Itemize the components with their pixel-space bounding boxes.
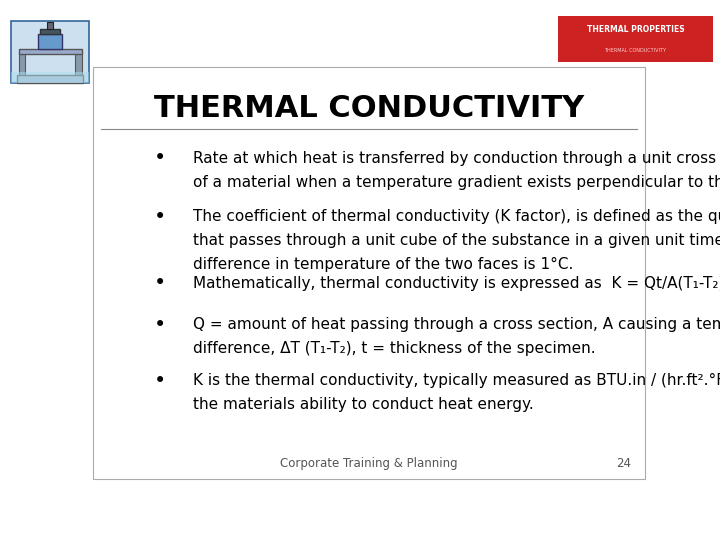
Text: Rate at which heat is transferred by conduction through a unit cross sectional a: Rate at which heat is transferred by con…	[193, 151, 720, 166]
Text: •: •	[153, 371, 166, 391]
Text: 24: 24	[616, 457, 631, 470]
Text: THERMAL CONDUCTIVITY: THERMAL CONDUCTIVITY	[154, 94, 584, 123]
Text: of a material when a temperature gradient exists perpendicular to the area.: of a material when a temperature gradien…	[193, 175, 720, 190]
Text: •: •	[153, 315, 166, 335]
Text: K is the thermal conductivity, typically measured as BTU.in / (hr.ft².°F) indica: K is the thermal conductivity, typically…	[193, 373, 720, 388]
Text: the materials ability to conduct heat energy.: the materials ability to conduct heat en…	[193, 397, 534, 413]
Bar	[75, 53, 81, 75]
Text: Mathematically, thermal conductivity is expressed as  K = Qt/A(T₁-T₂): Mathematically, thermal conductivity is …	[193, 275, 720, 291]
Bar	[11, 72, 89, 83]
Bar	[37, 35, 63, 49]
Text: that passes through a unit cube of the substance in a given unit time when the: that passes through a unit cube of the s…	[193, 233, 720, 248]
Bar	[47, 22, 53, 29]
Text: Q = amount of heat passing through a cross section, A causing a temperature: Q = amount of heat passing through a cro…	[193, 317, 720, 332]
Bar	[40, 29, 60, 35]
Bar	[19, 49, 81, 54]
Text: •: •	[153, 207, 166, 227]
Text: THERMAL PROPERTIES: THERMAL PROPERTIES	[587, 25, 684, 35]
Text: The coefficient of thermal conductivity (K factor), is defined as the quantity o: The coefficient of thermal conductivity …	[193, 209, 720, 224]
Bar	[19, 53, 25, 75]
Text: THERMAL CONDUCTIVITY: THERMAL CONDUCTIVITY	[604, 48, 667, 53]
Bar	[11, 21, 89, 83]
Text: •: •	[153, 273, 166, 293]
Text: Corporate Training & Planning: Corporate Training & Planning	[280, 457, 458, 470]
Text: difference in temperature of the two faces is 1°C.: difference in temperature of the two fac…	[193, 257, 574, 272]
Text: •: •	[153, 148, 166, 168]
Text: difference, ΔT (T₁-T₂), t = thickness of the specimen.: difference, ΔT (T₁-T₂), t = thickness of…	[193, 341, 596, 356]
Bar	[17, 75, 84, 83]
